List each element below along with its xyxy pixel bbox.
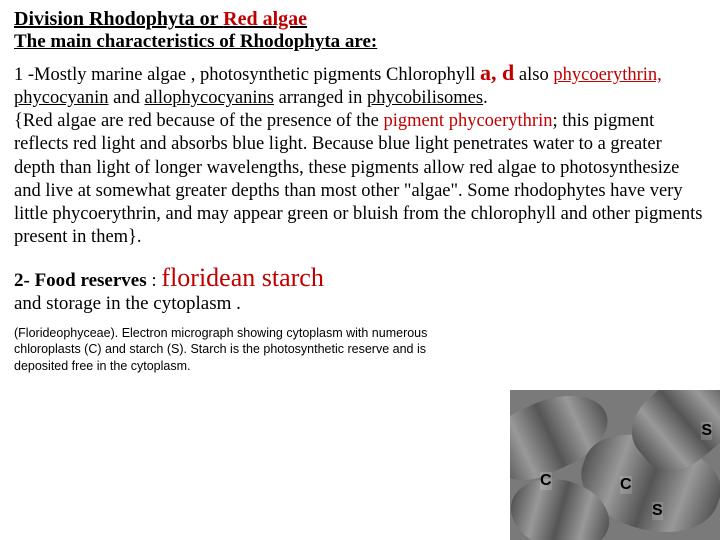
storage-line: and storage in the cytoplasm . [14, 293, 706, 315]
p1-t3: also [514, 65, 548, 85]
p1-phycobilisomes: phycobilisomes [367, 88, 483, 108]
p2-floridean: floridean starch [161, 263, 323, 292]
note-t3: ; this pigment reflects red light and ab… [14, 111, 702, 247]
note-block: {Red algae are red because of the presen… [14, 110, 706, 249]
micrograph-image: S C C S [510, 390, 720, 540]
p2-colon: : [151, 270, 161, 291]
micrograph-label-c2: C [620, 476, 632, 494]
subtitle: The main characteristics of Rhodophyta a… [14, 31, 706, 53]
p1-and: and [109, 88, 145, 108]
p2-label: 2- Food reserves [14, 270, 151, 291]
micrograph-caption: (Florideophyceae). Electron micrograph s… [14, 325, 444, 374]
p1-allophyco: allophycocyanins [145, 88, 274, 108]
p1-ad: a, d [480, 60, 514, 85]
micrograph-label-c1: C [540, 472, 552, 490]
p1-comma: , [191, 65, 200, 85]
title-prefix: Division Rhodophyta or [14, 8, 223, 30]
p1-t2: photosynthetic pigments Chlorophyll [200, 65, 480, 85]
micrograph-label-s1: S [701, 422, 712, 440]
p1-t1: 1 -Mostly marine algae [14, 65, 191, 85]
micrograph-label-s2: S [652, 502, 663, 520]
p1-phycoerythrin: phycoerythrin, [553, 65, 661, 85]
title-red: Red algae [223, 8, 307, 30]
characteristic-2: 2- Food reserves : floridean starch [14, 263, 706, 293]
page-title: Division Rhodophyta or Red algae [14, 8, 706, 31]
p1-phycocyanin: phycocyanin [14, 88, 109, 108]
note-t1: {Red algae are red because of the presen… [14, 111, 383, 131]
p1-period: . [483, 88, 488, 108]
characteristic-1: 1 -Mostly marine algae , photosynthetic … [14, 59, 706, 110]
note-pigment: pigment phycoerythrin [383, 111, 552, 131]
p1-arranged: arranged in [274, 88, 367, 108]
